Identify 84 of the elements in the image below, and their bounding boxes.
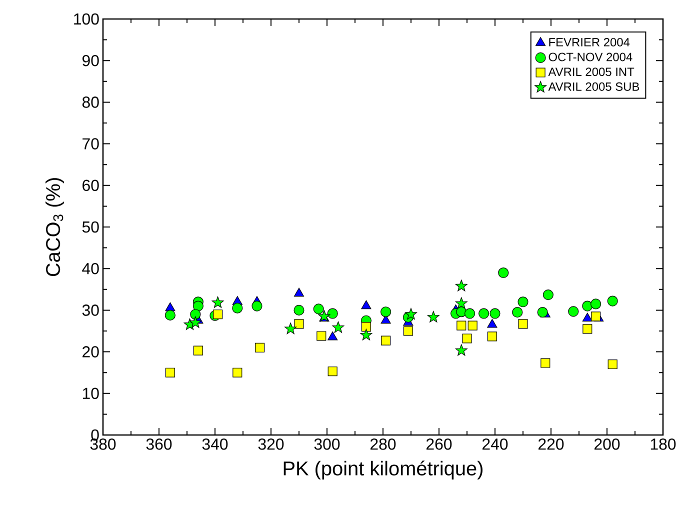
x-tick-label: 380 bbox=[90, 438, 116, 450]
x-tick-label: 260 bbox=[426, 438, 452, 450]
point bbox=[403, 326, 413, 336]
point bbox=[294, 319, 304, 329]
point bbox=[487, 332, 497, 342]
y-tick-label: 40 bbox=[82, 262, 99, 274]
x-tick-label: 300 bbox=[314, 438, 340, 450]
point bbox=[360, 328, 372, 340]
point bbox=[193, 346, 203, 356]
y-tick-label: 10 bbox=[82, 388, 99, 400]
y-tick-label: 60 bbox=[82, 180, 99, 192]
point bbox=[490, 308, 500, 319]
point bbox=[190, 309, 201, 320]
point bbox=[294, 304, 304, 316]
point bbox=[498, 267, 509, 278]
legend-label: FEVRIER 2004 bbox=[549, 38, 630, 46]
point bbox=[487, 318, 498, 328]
point bbox=[361, 322, 371, 332]
point bbox=[213, 310, 223, 320]
point bbox=[590, 298, 602, 310]
y-axis-title: CaCO$_{3}$ (%) bbox=[45, 178, 64, 276]
legend-label: AVRIL 2005 SUB bbox=[548, 82, 640, 91]
point bbox=[327, 308, 338, 319]
point bbox=[540, 358, 550, 368]
x-tick-label: 220 bbox=[538, 438, 564, 450]
point bbox=[361, 300, 372, 310]
point bbox=[189, 316, 202, 328]
point bbox=[284, 322, 297, 334]
point bbox=[164, 310, 176, 320]
point bbox=[537, 306, 548, 318]
point bbox=[427, 310, 440, 322]
point bbox=[212, 296, 224, 308]
point bbox=[255, 342, 265, 352]
point bbox=[252, 300, 262, 312]
point bbox=[456, 320, 466, 330]
y-tick-label: 80 bbox=[82, 96, 99, 108]
y-tick-label: 100 bbox=[74, 13, 99, 25]
point bbox=[332, 321, 344, 333]
point bbox=[462, 334, 472, 344]
point bbox=[328, 366, 338, 376]
x-tick-label: 240 bbox=[482, 438, 508, 450]
point bbox=[607, 296, 618, 306]
point bbox=[294, 288, 304, 297]
point bbox=[328, 331, 338, 340]
y-tick-label: 90 bbox=[82, 54, 99, 66]
point bbox=[568, 306, 579, 317]
y-tick-label: 30 bbox=[82, 304, 99, 316]
point bbox=[478, 308, 490, 319]
point bbox=[232, 302, 243, 314]
x-tick-label: 280 bbox=[370, 438, 396, 450]
point bbox=[381, 336, 391, 346]
point bbox=[380, 306, 392, 318]
y-tick-label: 70 bbox=[82, 138, 99, 150]
y-tick-label: 50 bbox=[82, 221, 99, 233]
point bbox=[405, 308, 417, 320]
point bbox=[591, 312, 601, 322]
point bbox=[518, 319, 528, 329]
point bbox=[512, 306, 523, 318]
point bbox=[582, 324, 592, 334]
x-axis-title: PK (point kilométrique) bbox=[284, 460, 482, 480]
legend-label: OCT-NOV 2004 bbox=[548, 52, 632, 62]
point bbox=[542, 290, 554, 300]
x-tick-label: 320 bbox=[258, 438, 284, 450]
point bbox=[468, 320, 478, 330]
x-tick-label: 180 bbox=[650, 438, 676, 450]
point bbox=[608, 359, 618, 370]
point bbox=[165, 368, 175, 378]
point bbox=[582, 300, 593, 312]
point bbox=[232, 368, 242, 378]
x-tick-label: 360 bbox=[146, 438, 172, 450]
point bbox=[455, 280, 468, 292]
point bbox=[582, 312, 592, 322]
point bbox=[318, 310, 330, 322]
point bbox=[518, 296, 528, 308]
point bbox=[316, 331, 326, 341]
point bbox=[455, 297, 468, 309]
legend-label: AVRIL 2005 INT bbox=[548, 68, 634, 76]
point bbox=[455, 344, 468, 356]
point bbox=[192, 300, 204, 312]
point bbox=[313, 304, 324, 314]
x-tick-label: 200 bbox=[594, 438, 620, 450]
point bbox=[464, 308, 476, 319]
y-tick-label: 20 bbox=[82, 346, 99, 358]
x-tick-label: 340 bbox=[202, 438, 228, 450]
